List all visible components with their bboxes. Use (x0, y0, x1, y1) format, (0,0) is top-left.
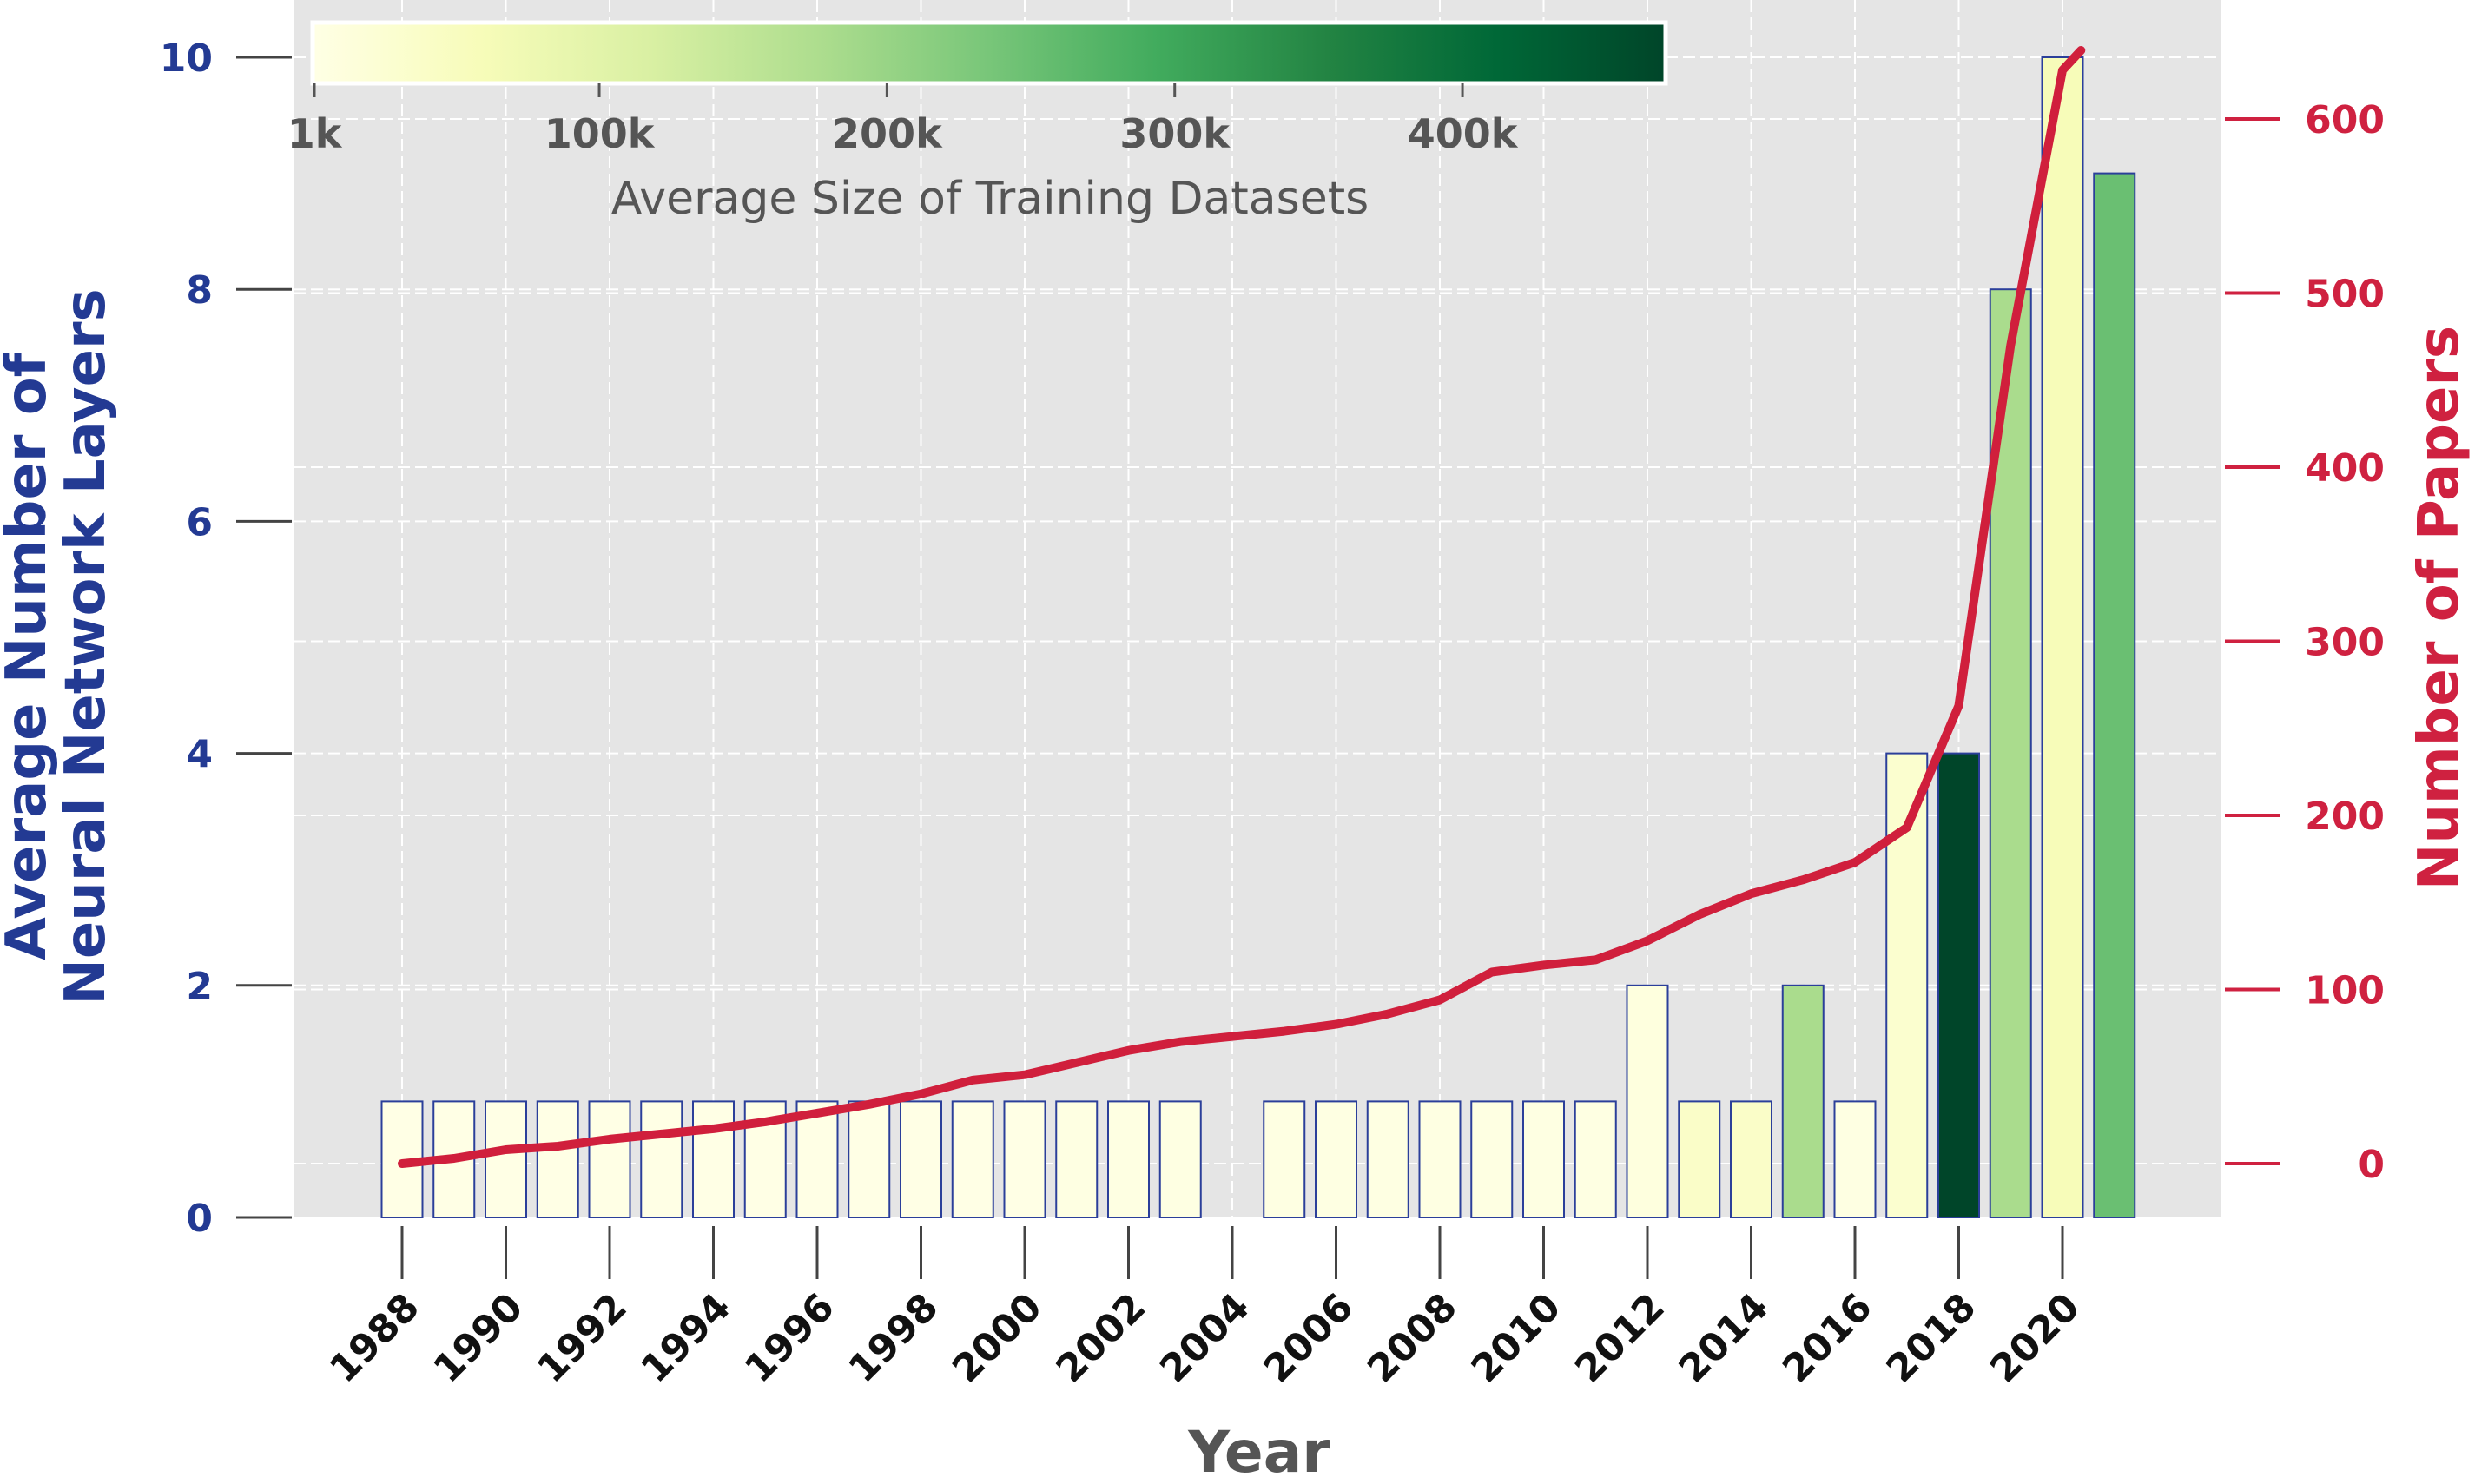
papers-line-layer (398, 46, 2086, 1168)
bar-2020 (2041, 56, 2084, 1218)
bar-2015 (1781, 984, 1825, 1219)
x-tick-label: 1996 (736, 1285, 843, 1392)
bar-2001 (1055, 1100, 1099, 1219)
right-tick-label: 400 (2305, 446, 2385, 491)
colorbar-ticks: 1k 100k 200k 300k 400k (287, 83, 1519, 157)
bar-2000 (1003, 1100, 1046, 1219)
colorbar-tick-label: 100k (544, 110, 656, 157)
x-axis: 1988199019921994199619982000200220042006… (321, 1226, 2089, 1391)
right-tick-label: 0 (2358, 1143, 2385, 1187)
bar-2011 (1574, 1100, 1617, 1219)
y-axis-right-label: Number of Papers (2407, 326, 2472, 890)
bars (380, 56, 2136, 1219)
bar-2014 (1730, 1100, 1772, 1219)
bar-1992 (588, 1100, 631, 1219)
grid-lines (294, 0, 2221, 1218)
x-tick-label: 2018 (1878, 1285, 1985, 1392)
bar-1999 (951, 1100, 994, 1219)
colorbar-tick-label: 1k (287, 110, 343, 157)
x-tick-label: 2002 (1048, 1285, 1155, 1392)
bar-2006 (1315, 1100, 1357, 1219)
papers-line (398, 46, 2086, 1168)
bar-2005 (1263, 1100, 1306, 1219)
colorbar-label: Average Size of Training Datasets (611, 173, 1369, 225)
bar-1991 (536, 1100, 579, 1219)
left-tick-label: 8 (186, 268, 213, 313)
right-tick-label: 300 (2305, 621, 2385, 665)
bar-2013 (1678, 1100, 1721, 1219)
left-axis: 0 2 4 6 8 10 (160, 36, 292, 1241)
x-tick-label: 1994 (633, 1285, 740, 1392)
colorbar-tick-label: 200k (832, 110, 943, 157)
right-tick-label: 600 (2305, 98, 2385, 142)
bar-1994 (692, 1100, 735, 1219)
x-tick-label: 2000 (944, 1285, 1051, 1392)
bar-2018 (1937, 752, 1980, 1218)
x-tick-label: 2016 (1774, 1285, 1881, 1392)
x-tick-label: 2008 (1359, 1285, 1466, 1392)
y-axis-left-label: Average Number of Neural Network Layers (0, 288, 118, 1005)
right-tick-label: 200 (2305, 795, 2385, 839)
x-tick-label: 1998 (841, 1285, 947, 1392)
right-tick-label: 500 (2305, 273, 2385, 317)
left-tick-label: 10 (160, 36, 213, 81)
bar-1997 (848, 1100, 891, 1219)
bar-1996 (795, 1100, 839, 1219)
bar-2002 (1107, 1100, 1150, 1219)
x-tick-label: 1992 (529, 1285, 636, 1392)
x-tick-label: 2006 (1256, 1285, 1363, 1392)
bar-1998 (900, 1100, 942, 1219)
x-tick-label: 2012 (1567, 1285, 1673, 1392)
x-tick-label: 2010 (1463, 1285, 1570, 1392)
right-tick-label: 100 (2305, 969, 2385, 1013)
bar-1993 (640, 1100, 683, 1219)
bar-2012 (1626, 984, 1669, 1219)
bar-2007 (1366, 1100, 1409, 1219)
bar-2008 (1418, 1100, 1462, 1219)
left-tick-label: 6 (186, 500, 213, 544)
x-tick-label: 1988 (321, 1285, 428, 1392)
colorbar: 1k 100k 200k 300k 400k Average Size of Train… (287, 20, 1668, 225)
bar-2010 (1522, 1100, 1565, 1219)
bar-2016 (1833, 1100, 1877, 1219)
right-axis: 0 100 200 300 400 500 600 (2225, 98, 2385, 1187)
bar-2003 (1158, 1100, 1202, 1219)
colorbar-tick-label: 400k (1408, 110, 1519, 157)
colorbar-tick-label: 300k (1119, 110, 1231, 157)
x-tick-label: 2020 (1982, 1285, 2089, 1392)
x-tick-label: 2004 (1152, 1285, 1258, 1392)
bar-1990 (485, 1100, 527, 1219)
x-tick-label: 1990 (426, 1285, 532, 1392)
left-tick-label: 0 (186, 1197, 213, 1241)
x-axis-label: Year (1187, 1419, 1330, 1484)
bar-2021 (2093, 172, 2136, 1219)
bar-2009 (1470, 1100, 1514, 1219)
left-tick-label: 4 (186, 733, 213, 777)
colorbar-gradient (310, 20, 1668, 86)
x-tick-label: 2014 (1671, 1285, 1778, 1392)
left-tick-label: 2 (186, 965, 213, 1009)
